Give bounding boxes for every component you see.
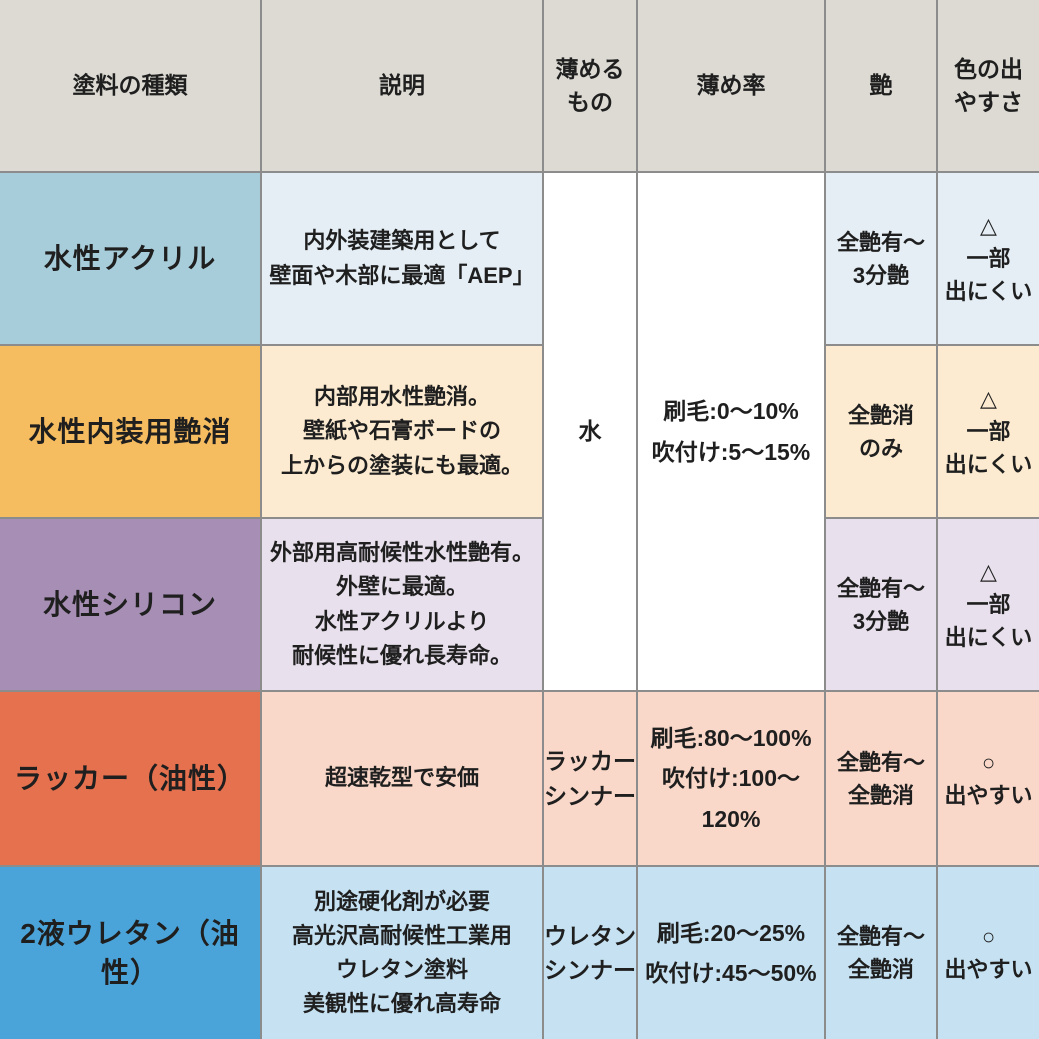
description-cell: 内部用水性艶消。 壁紙や石膏ボードの 上からの塗装にも最適。 [260,344,544,519]
color-ease-cell: △ 一部 出にくい [936,171,1039,346]
description-cell: 内外装建築用として 壁面や木部に最適「AEP」 [260,171,544,346]
gloss-cell: 全艶有～ 3分艶 [824,517,938,692]
gloss-cell: 全艶消 のみ [824,344,938,519]
description-cell: 別途硬化剤が必要 高光沢高耐候性工業用 ウレタン塗料 美観性に優れ高寿命 [260,865,544,1039]
description-cell: 外部用高耐候性水性艶有。 外壁に最適。 水性アクリルより 耐候性に優れ長寿命。 [260,517,544,692]
color-ease-cell: △ 一部 出にくい [936,344,1039,519]
paint-name-cell: 水性内装用艶消 [0,344,262,519]
gloss-cell: 全艶有～ 全艶消 [824,865,938,1039]
row-water-acrylic: 水性アクリル 内外装建築用として 壁面や木部に最適「AEP」 水 刷毛:0～10… [0,171,1039,692]
color-ease-cell: △ 一部 出にくい [936,517,1039,692]
gloss-cell: 全艶有～ 3分艶 [824,171,938,346]
description-cell: 超速乾型で安価 [260,690,544,867]
header-dilution-rate: 薄め率 [636,0,826,173]
row-water-silicone: 水性シリコン 外部用高耐候性水性艶有。 外壁に最適。 水性アクリルより 耐候性に… [0,517,1039,692]
row-lacquer-oil: ラッカー（油性） 超速乾型で安価 ラッカー シンナー 刷毛:80～100% 吹付… [0,690,1039,867]
paint-name-cell: 水性アクリル [0,171,262,346]
color-ease-cell: ○ 出やすい [936,690,1039,867]
header-thinner: 薄める もの [542,0,638,173]
dilution-cell-merged: 刷毛:0～10% 吹付け:5～15% [636,171,826,692]
thinner-cell: ウレタン シンナー [542,865,638,1039]
header-row: 塗料の種類 説明 薄める もの 薄め率 艶 色の出 やすさ [0,0,1039,173]
paint-name-cell: 2液ウレタン（油性） [0,865,262,1039]
header-gloss: 艶 [824,0,938,173]
paint-name-cell: ラッカー（油性） [0,690,262,867]
thinner-cell: ラッカー シンナー [542,690,638,867]
header-description: 説明 [260,0,544,173]
dilution-cell: 刷毛:20～25% 吹付け:45～50% [636,865,826,1039]
row-two-part-urethane-oil: 2液ウレタン（油性） 別途硬化剤が必要 高光沢高耐候性工業用 ウレタン塗料 美観… [0,865,1039,1039]
header-paint-type: 塗料の種類 [0,0,262,173]
paint-name-cell: 水性シリコン [0,517,262,692]
gloss-cell: 全艶有～ 全艶消 [824,690,938,867]
dilution-cell: 刷毛:80～100% 吹付け:100～120% [636,690,826,867]
header-color-ease: 色の出 やすさ [936,0,1039,173]
color-ease-cell: ○ 出やすい [936,865,1039,1039]
thinner-cell-merged: 水 [542,171,638,692]
row-water-interior-matte: 水性内装用艶消 内部用水性艶消。 壁紙や石膏ボードの 上からの塗装にも最適。 全… [0,344,1039,519]
